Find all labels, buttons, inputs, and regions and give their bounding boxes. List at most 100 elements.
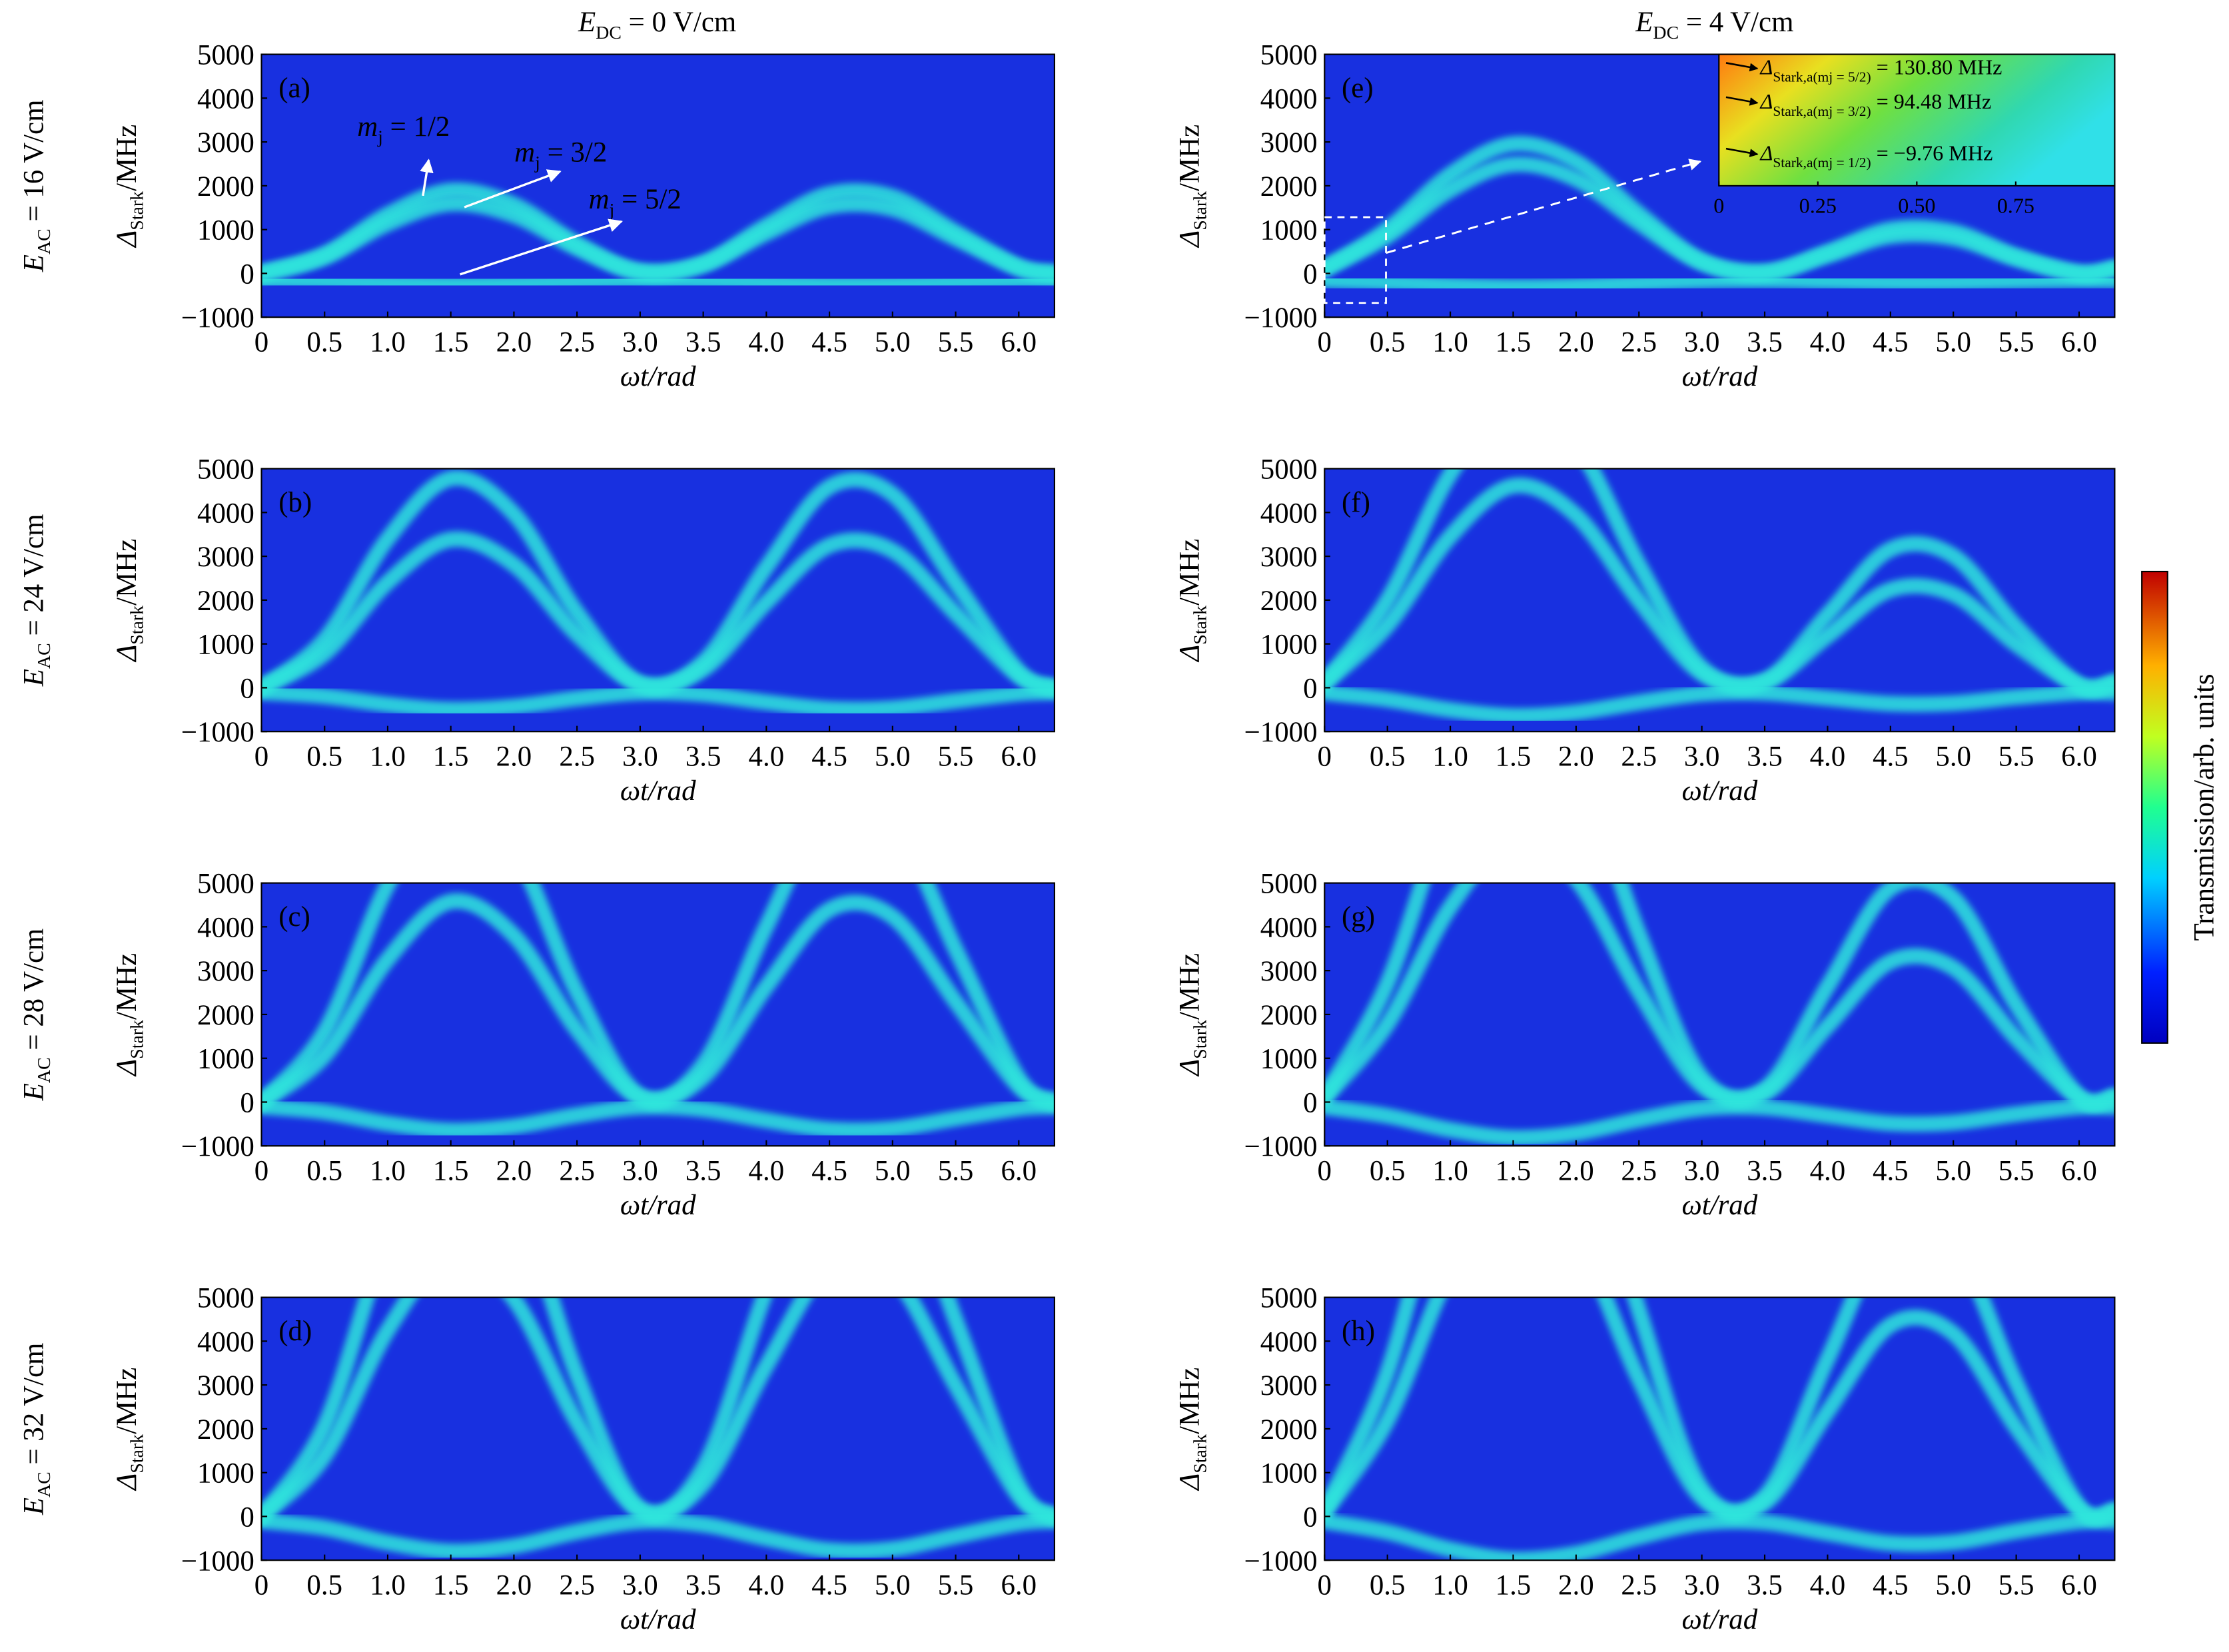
y-tick-label: 4000 bbox=[1260, 498, 1318, 529]
band-line bbox=[1324, 1098, 2115, 1146]
x-tick-label: 6.0 bbox=[2061, 1156, 2097, 1187]
annotation-rest: = 5/2 bbox=[614, 184, 681, 215]
x-tick-label: 5.0 bbox=[1935, 327, 1971, 358]
panel-label: (e) bbox=[1342, 73, 1374, 104]
column-title-main: E bbox=[578, 7, 596, 38]
y-axis-label-rest: /MHz bbox=[111, 1368, 143, 1434]
x-tick-label: 4.5 bbox=[1873, 741, 1909, 773]
x-axis-label: ωt/rad bbox=[1682, 1604, 1758, 1635]
band-line bbox=[261, 272, 1055, 292]
x-tick-label: 0 bbox=[1318, 1156, 1332, 1187]
x-tick-label: 4.0 bbox=[749, 1156, 785, 1187]
y-tick-label: −1000 bbox=[1244, 1131, 1318, 1162]
band-line bbox=[1324, 156, 2115, 282]
plot-lines bbox=[261, 1297, 1055, 1559]
x-tick-label: 2.5 bbox=[559, 327, 595, 358]
x-tick-label: 1.0 bbox=[370, 327, 406, 358]
x-tick-label: 6.0 bbox=[1001, 327, 1037, 358]
x-axis-label: ωt/rad bbox=[620, 775, 696, 807]
y-tick-label: 2000 bbox=[197, 171, 254, 203]
column-title: EDC = 4 V/cm bbox=[1635, 7, 1793, 43]
annotation-arrow bbox=[420, 159, 434, 197]
y-tick-label: 4000 bbox=[1260, 83, 1318, 115]
row-label: EAC = 28 V/cm bbox=[18, 929, 55, 1102]
y-axis-label-main: Δ bbox=[1174, 1473, 1206, 1491]
y-tick-label: −1000 bbox=[1244, 1545, 1318, 1577]
y-tick-label: 0 bbox=[240, 1501, 254, 1533]
plot-lines bbox=[261, 470, 1055, 718]
annotation-arrow bbox=[460, 218, 623, 276]
y-axis-label-main: Δ bbox=[1174, 1059, 1206, 1077]
x-tick-label: 0.5 bbox=[306, 327, 342, 358]
y-tick-label: 4000 bbox=[1260, 1326, 1318, 1358]
x-tick-label: 5.0 bbox=[875, 327, 911, 358]
x-tick-label: 5.5 bbox=[938, 1570, 974, 1601]
x-tick-label: 3.5 bbox=[1747, 327, 1783, 358]
y-axis-label-main: Δ bbox=[111, 230, 143, 248]
y-axis-label-rest: /MHz bbox=[1174, 539, 1206, 606]
y-tick-label: 1000 bbox=[197, 1044, 254, 1075]
annotation: mj = 1/2 bbox=[357, 111, 450, 148]
y-tick-label: 2000 bbox=[197, 1000, 254, 1031]
x-tick-label: 1.5 bbox=[433, 741, 469, 773]
y-axis-label-rest: /MHz bbox=[1174, 125, 1206, 191]
zoom-box bbox=[1323, 216, 1387, 304]
y-axis-label-main: Δ bbox=[111, 1059, 143, 1077]
row-label-main: E bbox=[18, 1497, 49, 1515]
y-tick-label: 2000 bbox=[197, 586, 254, 617]
x-tick-label: 4.0 bbox=[749, 327, 785, 358]
x-tick-label: 4.5 bbox=[811, 1156, 847, 1187]
inset-x-tick-label: 0.75 bbox=[1997, 194, 2034, 218]
band-line bbox=[1324, 272, 2115, 295]
x-tick-label: 6.0 bbox=[2061, 327, 2097, 358]
column-title-main: E bbox=[1635, 7, 1653, 38]
row-label-sub: AC bbox=[34, 228, 55, 254]
row-label-sub: AC bbox=[34, 1471, 55, 1497]
inset-x-tick-label: 0.50 bbox=[1898, 194, 1935, 218]
y-axis-label-rest: /MHz bbox=[111, 953, 143, 1020]
panel-label: (h) bbox=[1342, 1316, 1375, 1347]
y-tick-label: 4000 bbox=[1260, 912, 1318, 943]
annotation-sub: j bbox=[609, 200, 615, 220]
x-tick-label: 1.5 bbox=[433, 1570, 469, 1601]
y-tick-label: 5000 bbox=[197, 1283, 254, 1314]
x-tick-label: 6.0 bbox=[1001, 1570, 1037, 1601]
inset-annotation-main: Δ bbox=[1759, 89, 1773, 113]
y-tick-label: 0 bbox=[240, 673, 254, 704]
y-tick-label: 3000 bbox=[197, 127, 254, 159]
x-tick-label: 1.5 bbox=[1496, 741, 1532, 773]
inset-annotation-rest: = 130.80 MHz bbox=[1871, 55, 2003, 79]
y-tick-label: −1000 bbox=[181, 302, 254, 334]
x-tick-label: 5.0 bbox=[1935, 1570, 1971, 1601]
y-tick-label: 1000 bbox=[197, 1458, 254, 1489]
colorbar-label: Transmission/arb. units bbox=[2188, 673, 2220, 941]
x-tick-label: 4.0 bbox=[1810, 741, 1846, 773]
x-tick-label: 2.0 bbox=[1558, 327, 1594, 358]
x-tick-label: 3.0 bbox=[622, 327, 658, 358]
x-tick-label: 0.5 bbox=[1370, 741, 1406, 773]
x-tick-label: 2.5 bbox=[1621, 1156, 1657, 1187]
x-tick-label: 6.0 bbox=[2061, 1570, 2097, 1601]
x-tick-label: 0.5 bbox=[306, 1570, 342, 1601]
band-line bbox=[1324, 1297, 2115, 1525]
y-tick-label: 3000 bbox=[1260, 127, 1318, 159]
y-tick-label: −1000 bbox=[181, 717, 254, 748]
row-label-main: E bbox=[18, 254, 49, 272]
y-tick-label: 3000 bbox=[197, 956, 254, 987]
band-line bbox=[261, 684, 1055, 718]
y-tick-label: 5000 bbox=[197, 454, 254, 486]
colorbar bbox=[2141, 570, 2168, 1044]
x-tick-label: 5.0 bbox=[875, 741, 911, 773]
x-tick-label: 4.0 bbox=[1810, 1570, 1846, 1601]
x-tick-label: 5.5 bbox=[938, 741, 974, 773]
y-tick-label: 3000 bbox=[1260, 542, 1318, 573]
band-line bbox=[1324, 684, 2115, 724]
y-tick-label: 2000 bbox=[1260, 171, 1318, 203]
x-tick-label: 5.0 bbox=[875, 1570, 911, 1601]
x-tick-label: 0 bbox=[254, 327, 268, 358]
y-tick-label: 4000 bbox=[197, 912, 254, 943]
x-tick-label: 2.5 bbox=[1621, 327, 1657, 358]
x-tick-label: 0 bbox=[254, 1570, 268, 1601]
y-tick-label: −1000 bbox=[1244, 717, 1318, 748]
